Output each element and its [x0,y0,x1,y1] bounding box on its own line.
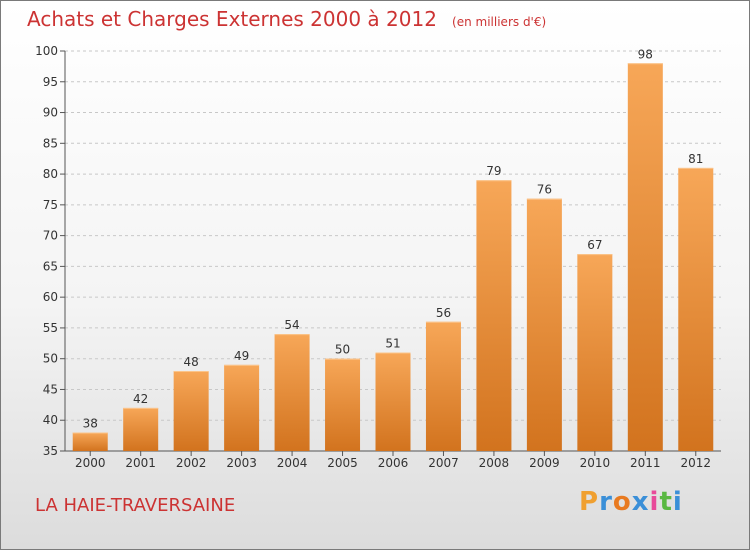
bar-2005 [325,358,361,451]
proxiti-logo[interactable]: Proxiti [579,487,683,517]
data-label-2009: 76 [537,183,552,197]
x-tick-label: 2007 [428,456,459,470]
y-tick-label: 55 [43,321,58,335]
data-labels: 38 42 48 49 54 50 51 56 79 76 67 98 81 [83,47,704,430]
x-tick-label: 2006 [378,456,409,470]
y-tick-label: 75 [43,198,58,212]
bar-2008 [476,180,512,451]
x-tick-label: 2010 [580,456,611,470]
chart-unit: (en milliers d'€) [452,15,547,29]
data-label-2008: 79 [486,164,501,178]
title-row: Achats et Charges Externes 2000 à 2012 (… [27,7,546,31]
data-label-2004: 54 [284,318,299,332]
data-label-2001: 42 [133,392,148,406]
data-label-2011: 98 [638,47,653,61]
y-tick-label: 45 [43,382,58,396]
bars [72,63,714,452]
bar-2004 [274,334,310,451]
x-tick-label: 2003 [226,456,257,470]
data-label-2003: 49 [234,349,249,363]
y-tick-label: 85 [43,136,58,150]
bar-2001 [123,407,159,451]
y-tick-label: 100 [35,44,58,58]
y-tick-label: 60 [43,290,58,304]
city-name: LA HAIE-TRAVERSAINE [35,495,236,516]
logo-letter: r [599,487,613,517]
y-tick-label: 90 [43,106,58,120]
y-tick-label: 40 [43,413,58,427]
y-tick-label: 95 [43,75,58,89]
bar-2009 [526,198,562,451]
x-tick-label: 2009 [529,456,560,470]
logo-letter: P [579,487,600,517]
x-tick-label: 2001 [125,456,156,470]
bar-2006 [375,352,411,451]
y-tick-label: 35 [43,444,58,458]
y-tick-label: 50 [43,352,58,366]
y-tick-label: 80 [43,167,58,181]
data-label-2002: 48 [184,355,199,369]
x-tick-label: 2002 [176,456,207,470]
bar-2012 [678,167,714,451]
data-label-2005: 50 [335,343,350,357]
bar-2011 [627,63,663,452]
logo-letter: i [649,487,660,517]
bar-2002 [173,371,209,451]
x-tick-label: 2011 [630,456,661,470]
chart-title: Achats et Charges Externes 2000 à 2012 [27,7,437,31]
y-tick-label: 70 [43,229,58,243]
y-tick-label: 65 [43,259,58,273]
bar-2007 [425,321,461,451]
axes: 35 40 45 50 55 60 65 70 75 80 85 90 95 100 2000 2001 200… [35,44,721,470]
data-label-2007: 56 [436,306,451,320]
logo-letter: x [631,487,650,517]
data-label-2010: 67 [587,238,602,252]
x-tick-label: 2005 [327,456,358,470]
data-label-2006: 51 [385,337,400,351]
x-tick-label: 2000 [75,456,106,470]
bar-2003 [224,364,260,451]
bar-2010 [577,254,613,451]
x-tick-label: 2012 [680,456,711,470]
data-label-2000: 38 [83,417,98,431]
logo-letter: o [612,487,632,517]
data-label-2012: 81 [688,152,703,166]
x-tick-label: 2008 [479,456,510,470]
x-tick-label: 2004 [277,456,308,470]
logo-letter: t [659,487,673,517]
logo-letter: i [672,487,683,517]
bar-2000 [72,432,108,451]
